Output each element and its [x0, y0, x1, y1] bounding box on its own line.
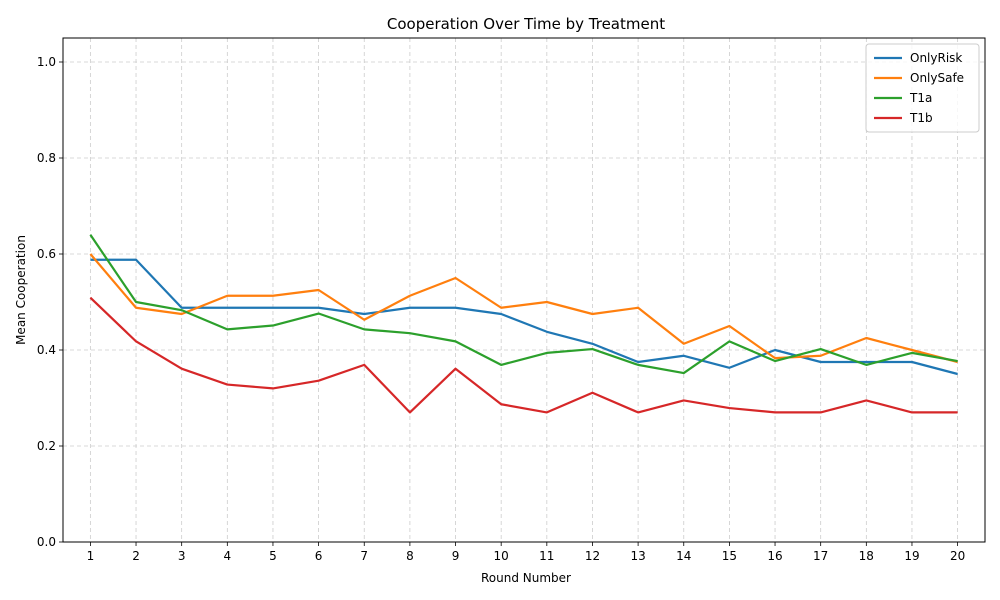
plot-frame: [62, 37, 986, 543]
y-axis-label: Mean Cooperation: [14, 235, 28, 345]
legend-label: T1a: [909, 91, 932, 105]
x-axis: 1 2 3 4 5 6 7 8 9 10 11 12 13 14 15 16 17 18 19 20: [87, 542, 965, 563]
series-line-t1b: [89, 296, 958, 414]
x-tick-label: 11: [539, 549, 554, 563]
legend-box: [865, 43, 980, 133]
x-tick-label: 5: [269, 549, 277, 563]
y-tick-label: 0.6: [37, 247, 56, 261]
x-tick-label: 1: [87, 549, 95, 563]
x-tick-label: 7: [360, 549, 368, 563]
y-tick-label: 1.0: [37, 55, 56, 69]
y-tick-label: 0.8: [37, 151, 56, 165]
x-tick-label: 4: [223, 549, 231, 563]
x-tick-label: 14: [676, 549, 691, 563]
y-tick-label: 0.4: [37, 343, 56, 357]
x-tick-label: 18: [859, 549, 874, 563]
y-tick-label: 0.2: [37, 439, 56, 453]
legend-label: OnlySafe: [910, 71, 964, 85]
x-tick-label: 2: [132, 549, 140, 563]
chart-title: Cooperation Over Time by Treatment: [387, 15, 665, 33]
x-tick-label: 10: [494, 549, 509, 563]
grid: [63, 38, 985, 543]
legend-label: OnlyRisk: [910, 51, 962, 65]
x-tick-label: 3: [178, 549, 186, 563]
x-tick-label: 6: [315, 549, 323, 563]
x-tick-label: 8: [406, 549, 414, 563]
series-line-t1a: [89, 234, 958, 375]
x-tick-label: 15: [722, 549, 737, 563]
x-tick-label: 9: [452, 549, 460, 563]
series-line-onlysafe: [89, 253, 958, 364]
x-tick-label: 20: [950, 549, 965, 563]
x-axis-label: Round Number: [481, 571, 571, 585]
legend: OnlyRisk OnlySafe T1a T1b: [865, 43, 980, 133]
y-tick-label: 0.0: [37, 535, 56, 549]
series-line-onlyrisk: [90, 258, 958, 376]
x-tick-label: 13: [630, 549, 645, 563]
series-lines: [89, 234, 958, 414]
x-tick-label: 19: [904, 549, 919, 563]
x-tick-label: 17: [813, 549, 828, 563]
x-tick-label: 12: [585, 549, 600, 563]
legend-label: T1b: [909, 111, 933, 125]
y-axis: 0.0 0.2 0.4 0.6 0.8 1.0: [37, 55, 63, 549]
x-tick-label: 16: [767, 549, 782, 563]
